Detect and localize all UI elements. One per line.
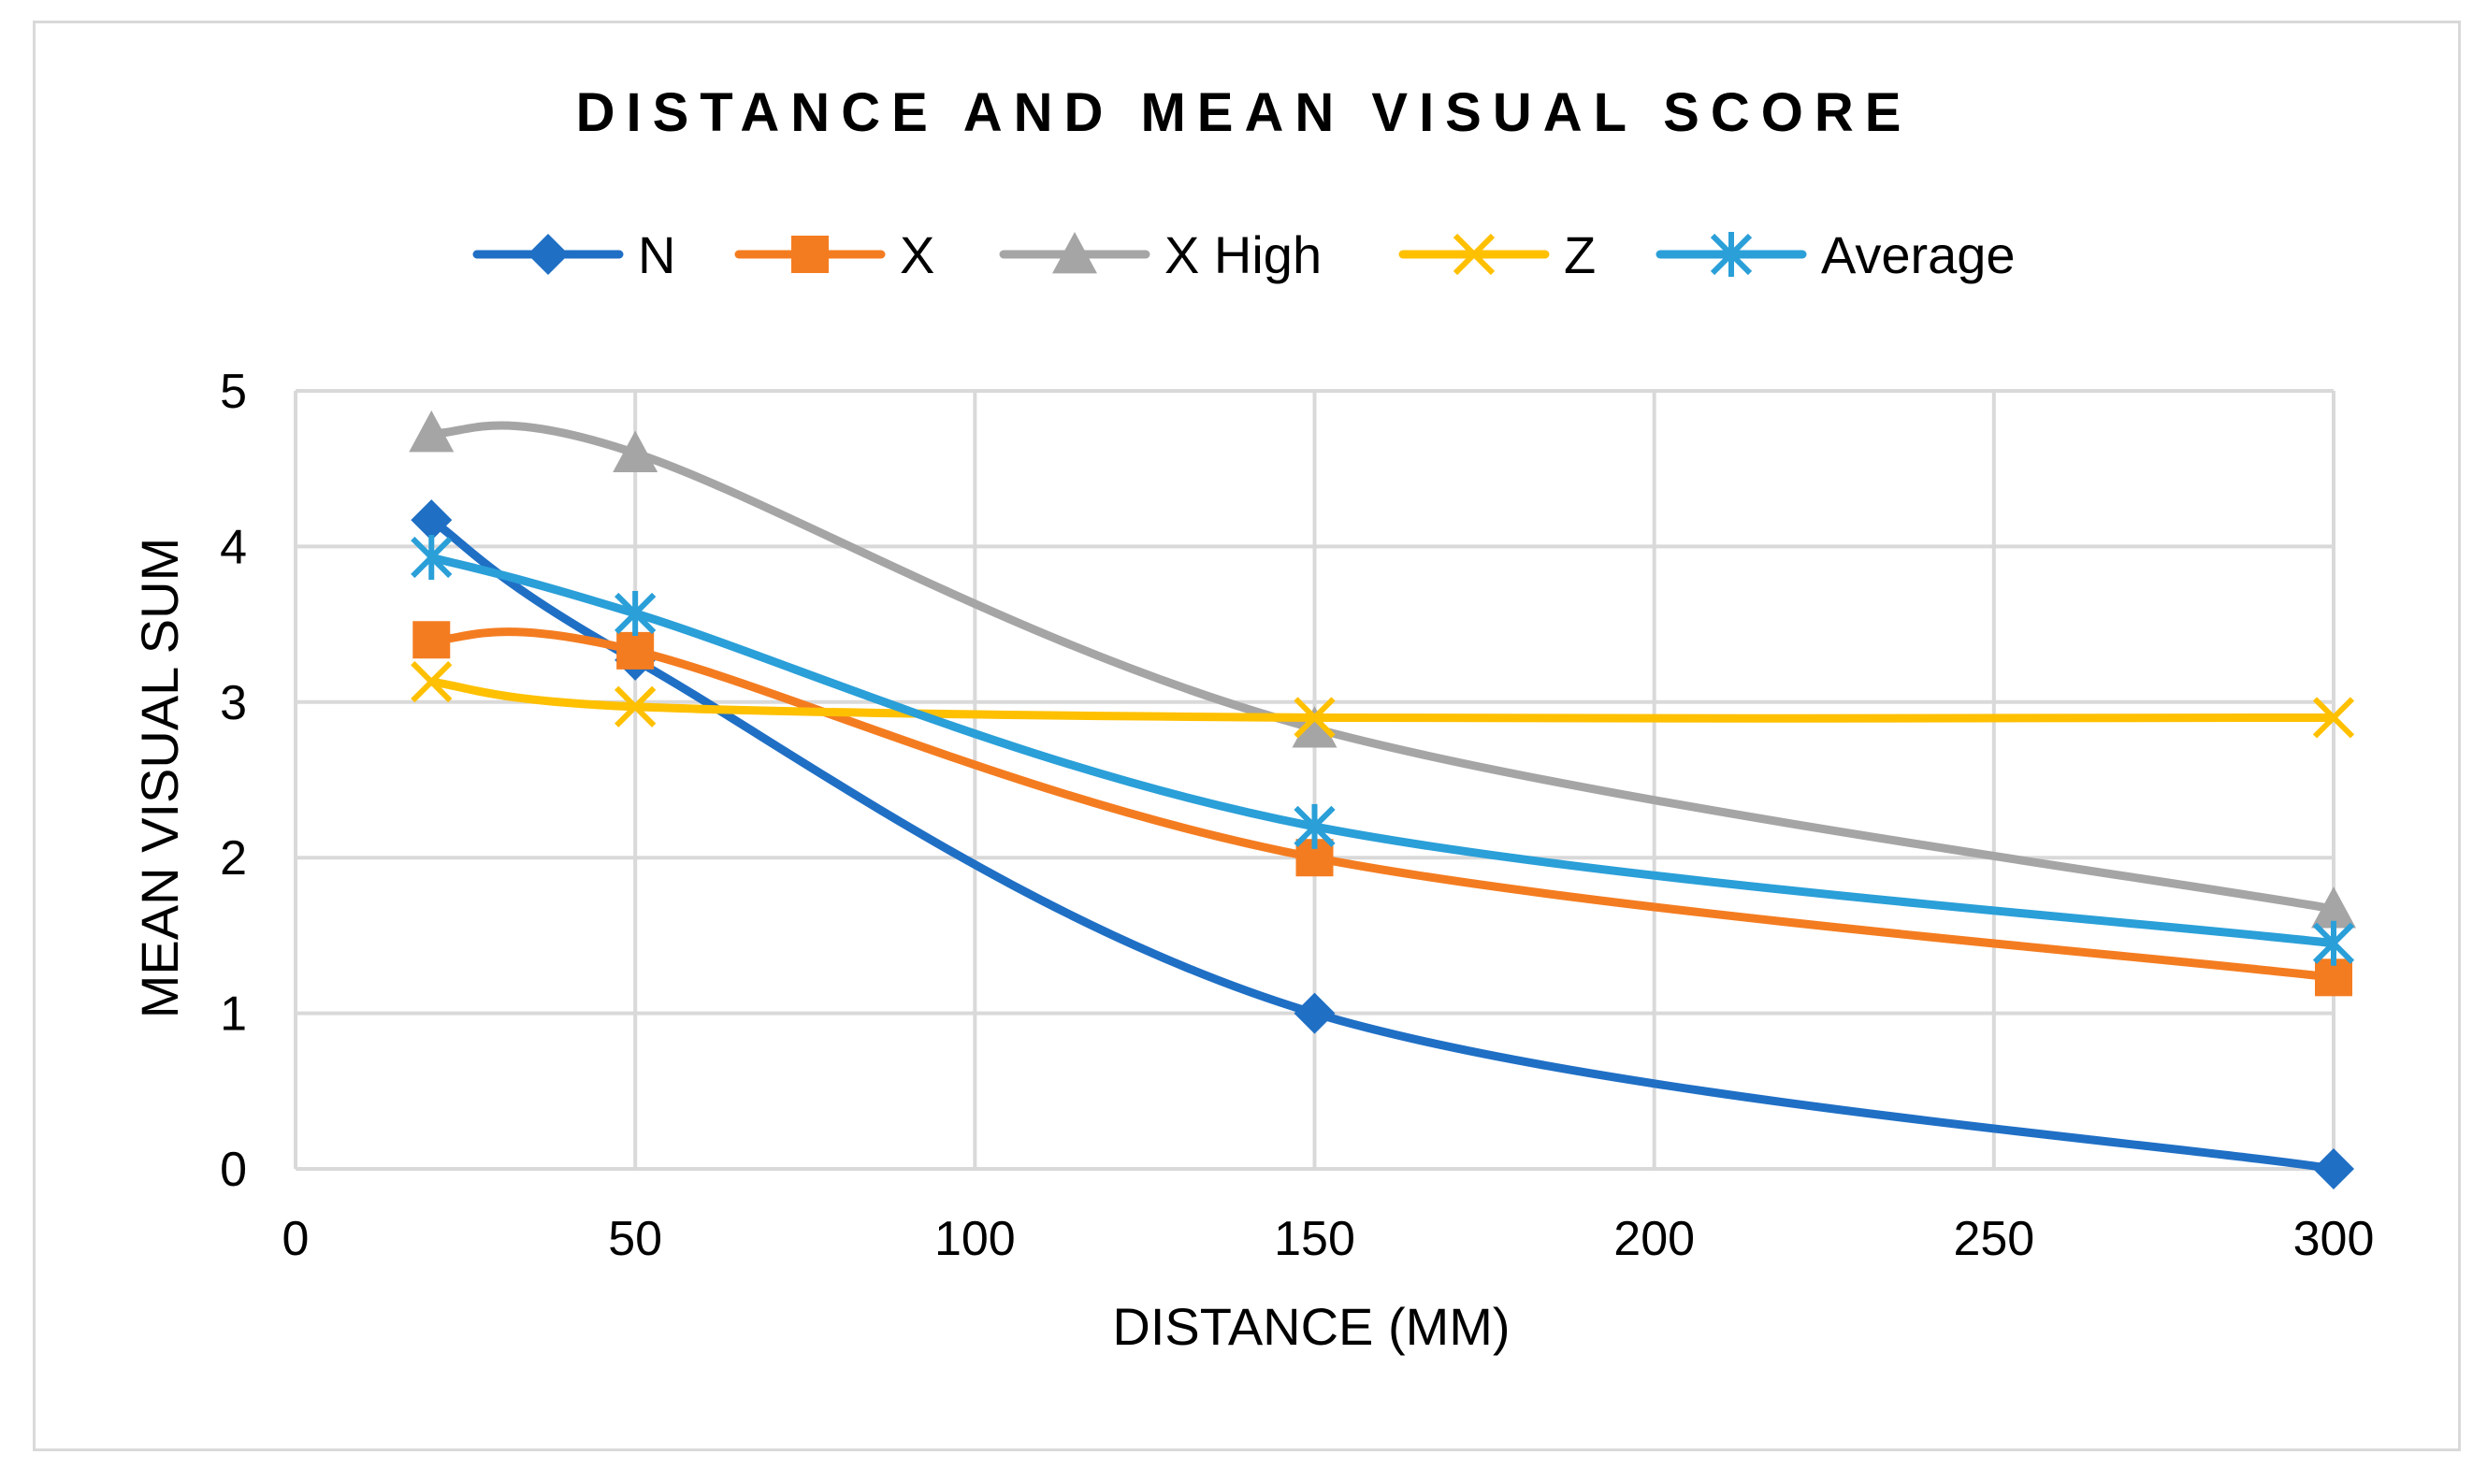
series-x bbox=[412, 621, 2352, 997]
data-point bbox=[613, 430, 658, 472]
legend-item: Z bbox=[1398, 225, 1596, 284]
series-x-high bbox=[409, 410, 2356, 929]
legend-item: X bbox=[734, 225, 934, 284]
series-average bbox=[411, 535, 2355, 966]
series-z bbox=[411, 661, 2355, 739]
x-axis-ticks: 0 50 100 150 200 250 300 bbox=[282, 1212, 2375, 1266]
y-tick-label: 3 bbox=[220, 676, 247, 730]
y-axis-label: MEAN VISUAL SUM bbox=[130, 538, 189, 1018]
series-line bbox=[427, 515, 2338, 1174]
gridlines bbox=[294, 389, 2335, 1171]
y-tick-label: 5 bbox=[220, 365, 247, 419]
y-tick-label: 4 bbox=[220, 520, 247, 574]
data-point bbox=[411, 535, 453, 581]
legend-label: Z bbox=[1564, 225, 1596, 284]
data-point bbox=[411, 661, 453, 703]
legend-marker bbox=[791, 236, 829, 273]
data-point bbox=[412, 621, 451, 659]
x-tick-label: 300 bbox=[2293, 1212, 2375, 1266]
series-line bbox=[427, 553, 2338, 948]
data-point bbox=[1294, 992, 1336, 1034]
legend-marker bbox=[1052, 232, 1097, 274]
data-point bbox=[2313, 1148, 2354, 1189]
data-point bbox=[615, 590, 657, 636]
legend-marker bbox=[528, 234, 569, 275]
x-tick-label: 50 bbox=[608, 1212, 662, 1266]
x-tick-label: 0 bbox=[282, 1212, 310, 1266]
data-point bbox=[1292, 706, 1337, 748]
legend: N X X High Z Average bbox=[472, 225, 2016, 284]
data-point bbox=[1294, 697, 1336, 739]
x-tick-label: 250 bbox=[1953, 1212, 2034, 1266]
series-n bbox=[411, 499, 2354, 1189]
x-axis-label: DISTANCE (MM) bbox=[1112, 1297, 1510, 1356]
x-tick-label: 150 bbox=[1274, 1212, 1355, 1266]
legend-marker bbox=[1453, 233, 1496, 276]
legend-label: N bbox=[638, 225, 675, 284]
legend-label: X bbox=[900, 225, 934, 284]
y-tick-label: 1 bbox=[220, 987, 247, 1042]
data-point bbox=[616, 631, 655, 670]
legend-label: Average bbox=[1821, 225, 2016, 284]
data-point bbox=[615, 685, 657, 728]
legend-item: X High bbox=[999, 225, 1322, 284]
y-axis-ticks: 0 1 2 3 4 5 bbox=[220, 365, 247, 1197]
legend-item: N bbox=[472, 225, 675, 284]
series-line bbox=[427, 627, 2338, 982]
data-point bbox=[409, 410, 455, 453]
series-line bbox=[427, 677, 2338, 723]
data-point bbox=[2311, 886, 2356, 929]
legend-label: X High bbox=[1164, 225, 1322, 284]
y-tick-label: 2 bbox=[220, 831, 247, 886]
legend-item: Average bbox=[1656, 225, 2016, 284]
series-line bbox=[427, 421, 2338, 914]
data-point bbox=[1294, 803, 1336, 849]
x-tick-label: 100 bbox=[934, 1212, 1016, 1266]
x-tick-label: 200 bbox=[1613, 1212, 1695, 1266]
legend-marker bbox=[1710, 232, 1753, 277]
series-group bbox=[409, 410, 2356, 1189]
data-point bbox=[2312, 920, 2355, 966]
data-point bbox=[2312, 697, 2355, 739]
y-tick-label: 0 bbox=[220, 1143, 247, 1197]
chart-frame bbox=[33, 21, 2461, 1451]
data-point bbox=[411, 499, 453, 541]
chart-title: DISTANCE AND MEAN VISUAL SCORE bbox=[576, 82, 1913, 143]
